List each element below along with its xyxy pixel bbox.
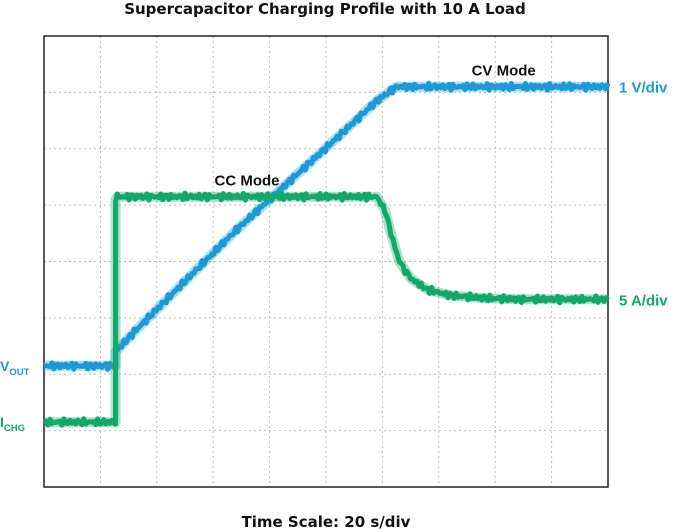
- x-axis-label: Time Scale: 20 s/div: [242, 513, 411, 531]
- series-ichg-line: [42, 190, 610, 428]
- series-vout-label: VOUT: [0, 358, 30, 378]
- plot-frame: [43, 35, 609, 488]
- series-vout-scale-label: 1 V/div: [619, 80, 668, 97]
- series-ichg-label-sub: CHG: [4, 423, 25, 434]
- series-ichg-band: [44, 191, 608, 428]
- grid: [44, 36, 608, 487]
- series-vout-label-sub: OUT: [9, 367, 29, 378]
- label-layer: VOUT 1 V/div ICHG 5 A/div CC Mode CV Mode: [0, 62, 668, 434]
- annotation-0: CC Mode: [215, 172, 280, 189]
- annotation-1: CV Mode: [472, 62, 536, 79]
- series-ichg-label: ICHG: [0, 414, 25, 434]
- series-layer: [42, 80, 611, 428]
- chart-title: Supercapacitor Charging Profile with 10 …: [124, 0, 526, 18]
- series-ichg-label-main: I: [0, 414, 4, 430]
- series-ichg-scale-label: 5 A/div: [619, 292, 668, 309]
- series-vout-label-main: V: [0, 358, 10, 374]
- series-vout-line: [43, 80, 611, 372]
